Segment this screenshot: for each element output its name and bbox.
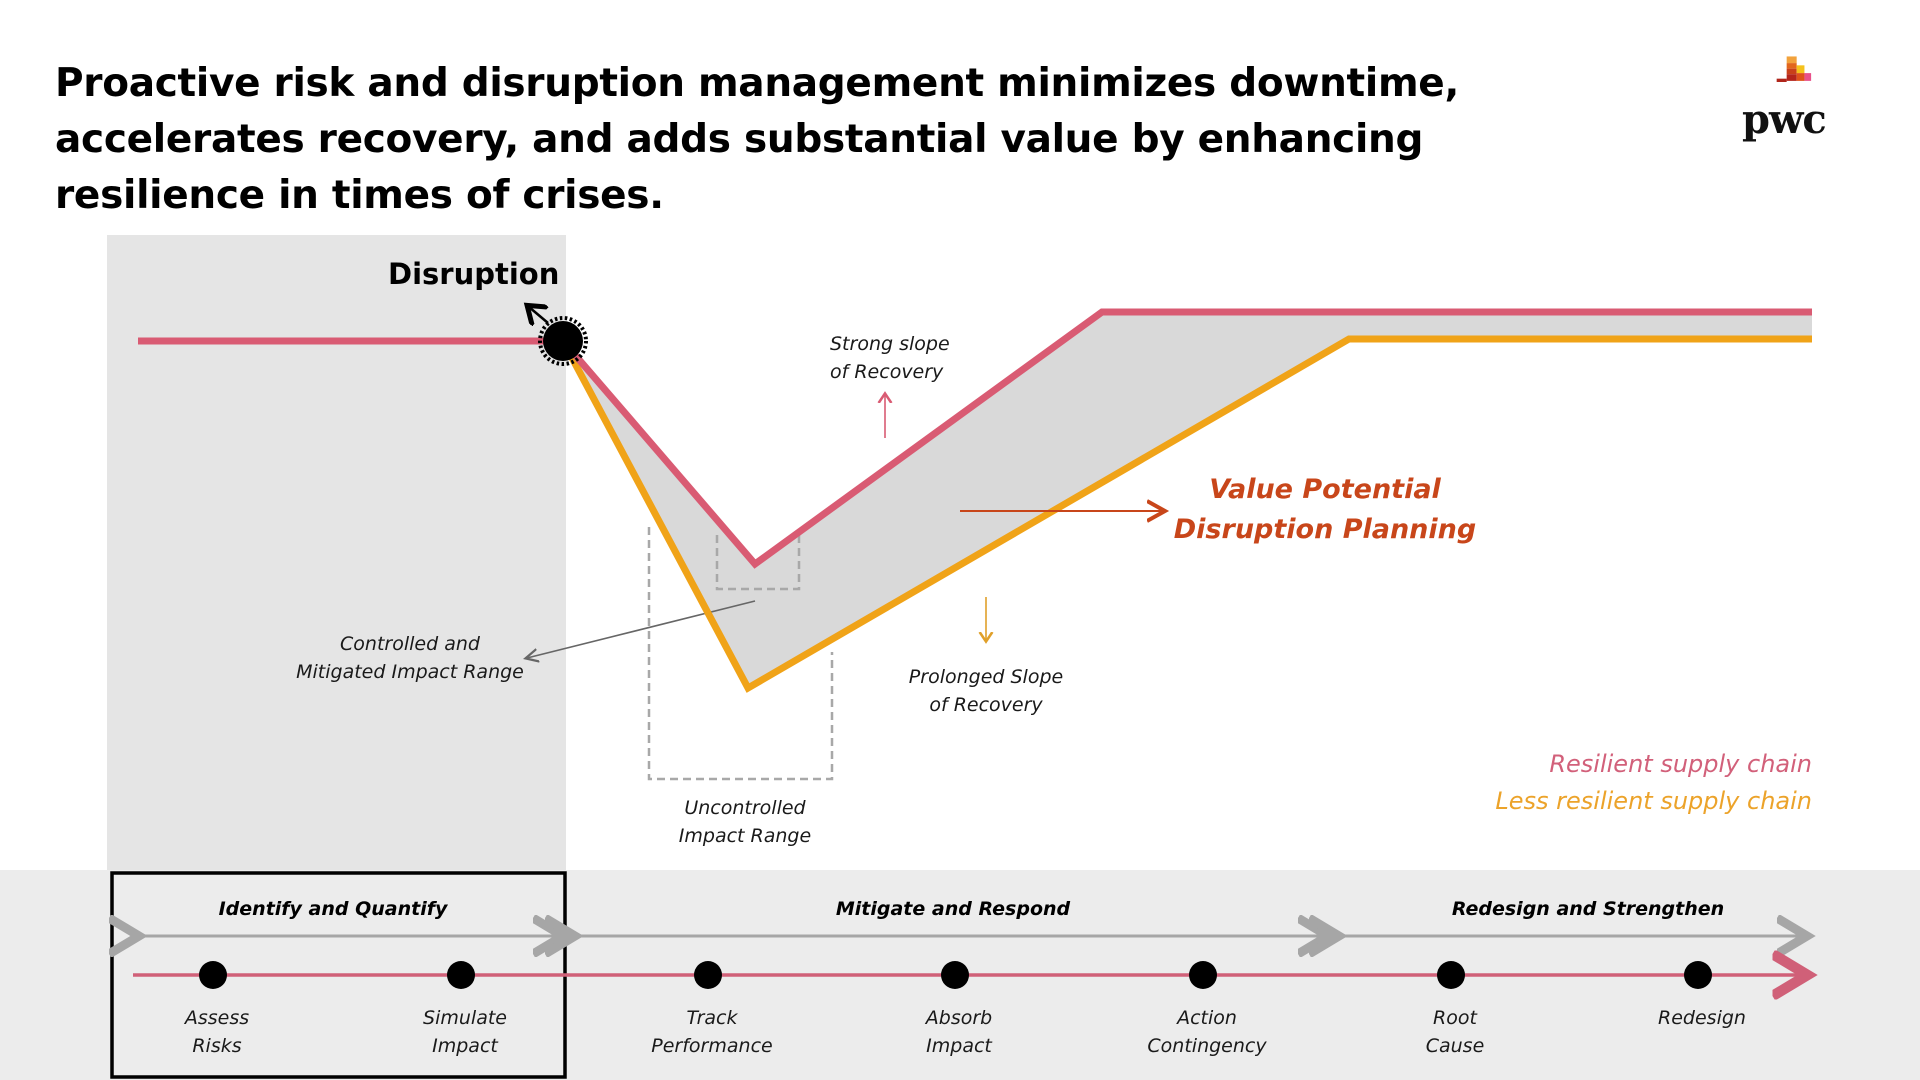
step-dot-action — [1189, 961, 1217, 989]
disruption-label: Disruption — [388, 257, 560, 291]
step-dot-track — [694, 961, 722, 989]
uncontrolled-range-label: Uncontrolled Impact Range — [678, 797, 812, 847]
step-dot-redesign — [1684, 961, 1712, 989]
pwc-logo-text: pwc — [1742, 96, 1827, 143]
value-potential-label: Value Potential Disruption Planning — [1173, 474, 1477, 545]
resilient-curve — [138, 308, 1812, 569]
phase-title-mitigate: Mitigate and Respond — [835, 898, 1071, 920]
legend-less-resilient: Less resilient supply chain — [1495, 787, 1812, 815]
value-gap-area — [563, 312, 1812, 688]
step-assess-risks: Assess Risks — [184, 1007, 250, 1057]
uncontrolled-range-bracket — [647, 527, 834, 781]
step-dot-absorb — [941, 961, 969, 989]
prolonged-slope-label: Prolonged Slope of Recovery — [908, 666, 1064, 716]
pre-disruption-panel — [107, 235, 566, 875]
disruption-arrow — [529, 307, 549, 323]
controlled-range-label: Controlled and Mitigated Impact Range — [296, 633, 524, 683]
controlled-range-bracket — [715, 535, 801, 591]
pwc-logo-icon — [1776, 56, 1812, 82]
strong-slope-label: Strong slope of Recovery — [830, 333, 950, 383]
step-absorb-impact: Absorb Impact — [925, 1007, 993, 1057]
controlled-range-pointer — [527, 600, 756, 658]
page-title: Proactive risk and disruption management… — [55, 61, 1459, 218]
step-track-performance: Track Performance — [651, 1007, 773, 1057]
less-resilient-curve — [559, 335, 1812, 693]
step-redesign: Redesign — [1658, 1007, 1746, 1029]
phase-title-identify: Identify and Quantify — [218, 898, 448, 920]
step-dot-root — [1437, 961, 1465, 989]
step-root-cause: Root Cause — [1425, 1007, 1485, 1057]
step-simulate-impact: Simulate Impact — [423, 1007, 507, 1057]
step-action-contingency: Action Contingency — [1147, 1007, 1267, 1057]
legend-resilient: Resilient supply chain — [1549, 750, 1812, 778]
phase-title-redesign: Redesign and Strengthen — [1451, 898, 1725, 920]
burst-icon — [538, 316, 588, 366]
step-dot-simulate — [447, 961, 475, 989]
step-dot-assess — [199, 961, 227, 989]
